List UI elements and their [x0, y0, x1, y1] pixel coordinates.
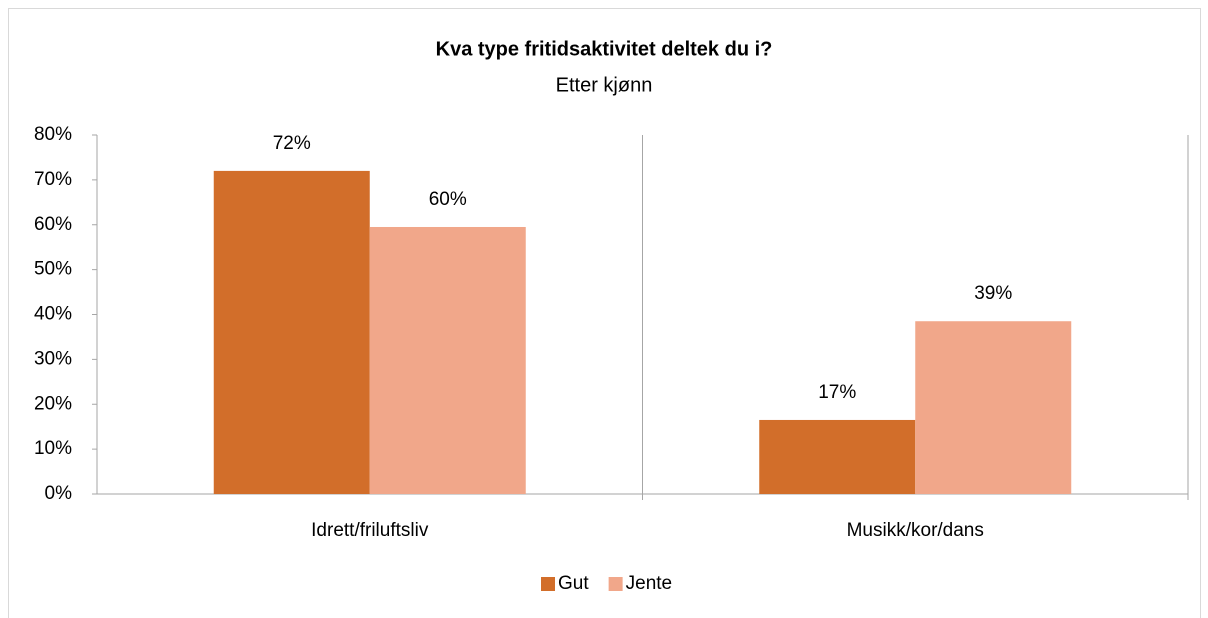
y-tick-label: 40% — [34, 304, 72, 325]
y-tick-label: 60% — [34, 214, 72, 235]
chart-border — [8, 8, 1201, 618]
y-tick-label: 70% — [34, 169, 72, 190]
y-tick-label: 50% — [34, 259, 72, 280]
legend-swatch — [541, 577, 555, 591]
bar — [213, 170, 370, 494]
chart-title: Kva type fritidsaktivitet deltek du i? — [436, 38, 773, 60]
legend-label: Gut — [558, 573, 589, 594]
x-tick-label: Musikk/kor/dans — [847, 520, 984, 541]
y-tick-label: 20% — [34, 393, 72, 414]
data-label: 60% — [429, 189, 467, 210]
bar — [369, 226, 526, 494]
x-tick-label: Idrett/friluftsliv — [311, 520, 429, 541]
bar — [915, 321, 1072, 494]
data-label: 72% — [273, 133, 311, 154]
y-tick-label: 30% — [34, 348, 72, 369]
data-label: 39% — [974, 283, 1012, 304]
bar — [759, 419, 916, 494]
y-tick-label: 0% — [45, 483, 73, 504]
data-label: 17% — [818, 382, 856, 403]
chart-subtitle: Etter kjønn — [556, 74, 653, 96]
legend-label: Jente — [626, 573, 672, 594]
y-tick-label: 80% — [34, 124, 72, 145]
y-tick-label: 10% — [34, 438, 72, 459]
legend-swatch — [608, 577, 623, 591]
